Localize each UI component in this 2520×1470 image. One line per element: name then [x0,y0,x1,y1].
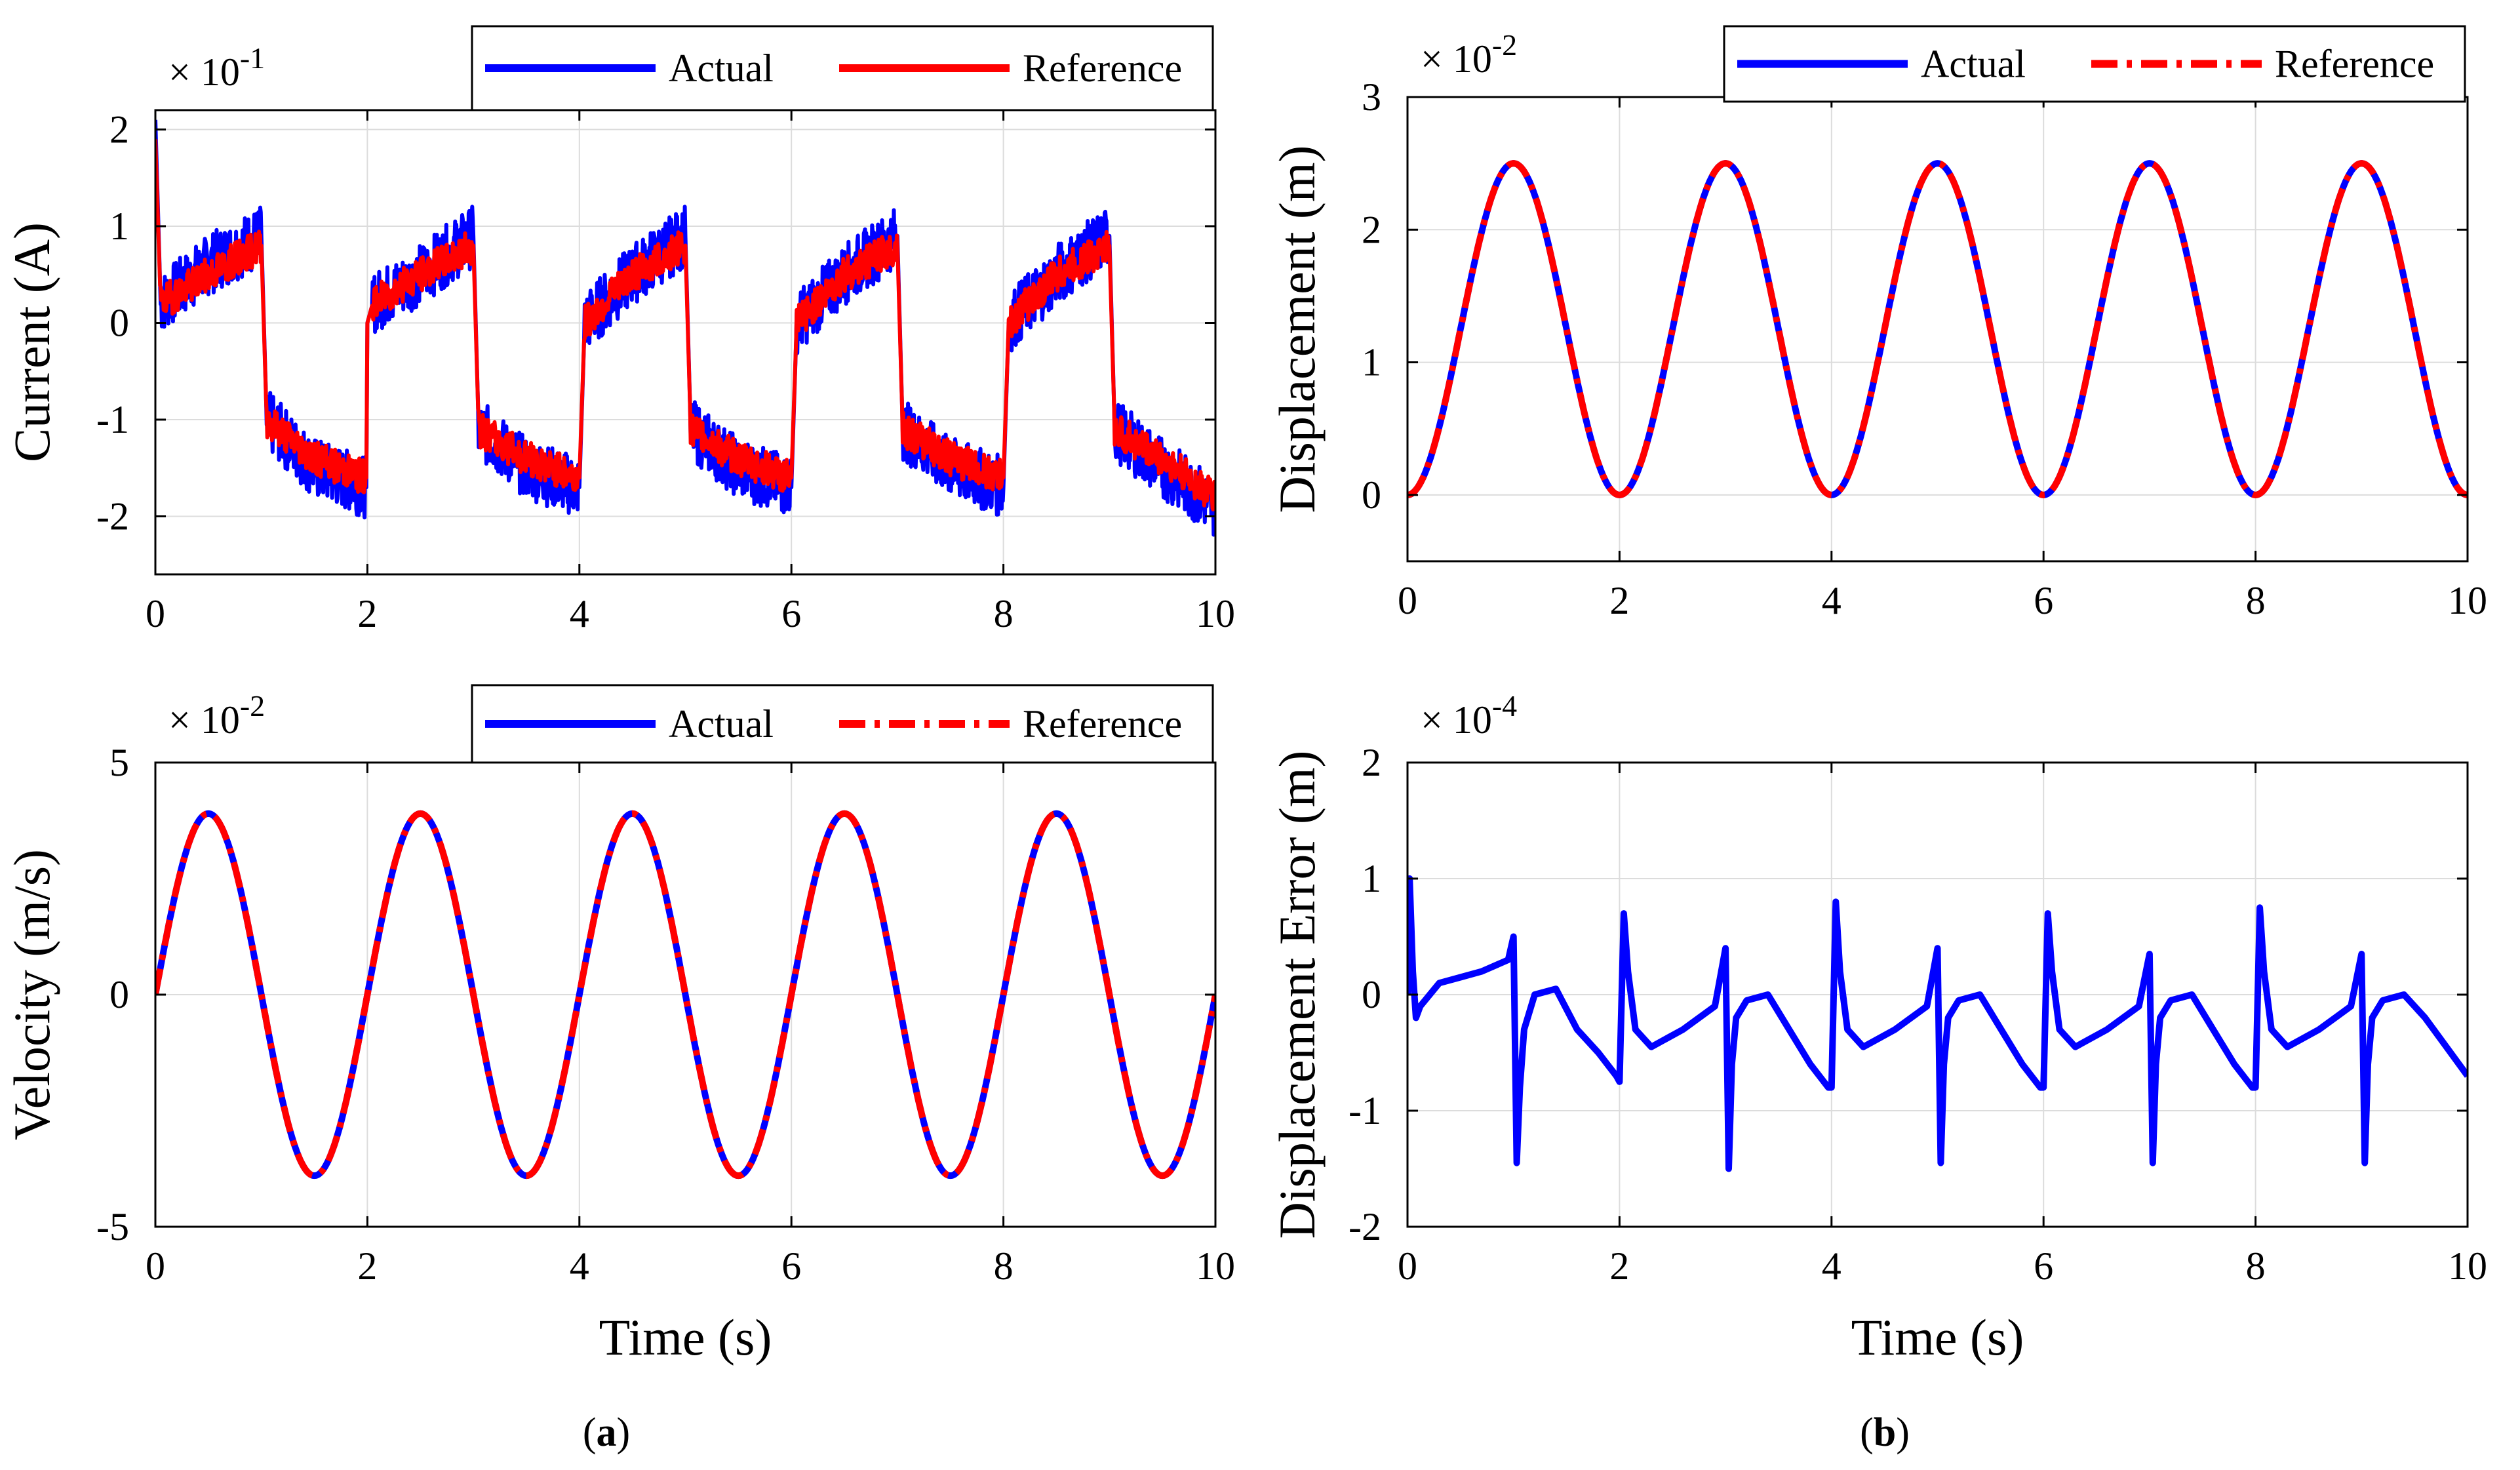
y-tick-label: 3 [1362,75,1381,119]
x-tick-label: 10 [1196,1244,1235,1288]
y-tick-label: -2 [96,495,129,538]
y-tick-label: 0 [109,973,129,1016]
series-line-reference [155,810,1215,1180]
displacement-panel: 0 2 4 6 8 10 0 1 2 3 × 10-2 Displacement (m) Actual R… [1269,25,2487,622]
x-tick-label: 2 [1609,579,1629,622]
y-tick-label: 2 [109,108,129,151]
x-tick-label: 10 [2448,579,2487,622]
x-tick-label: 8 [2246,1244,2266,1288]
series-group [1408,160,2468,498]
y-tick-label: 2 [1362,741,1381,784]
series-group [1408,875,2468,1172]
x-tick-label: 10 [1196,592,1235,635]
x-tick-label: 0 [146,592,165,635]
legend-label-actual: Actual [669,702,774,745]
legend-label-actual: Actual [669,47,774,90]
y-axis-label: Current (A) [3,222,60,462]
plot-area [155,110,1215,574]
x-tick-label: 6 [781,1244,801,1288]
x-tick-label: 4 [1822,579,1841,622]
x-tick-label: 6 [2034,1244,2053,1288]
axis-multiplier-exponent: -2 [1492,28,1517,62]
y-tick-label: 2 [1362,208,1381,251]
axis-multiplier-exponent: -4 [1492,689,1517,723]
axis-multiplier: × 10-1 [168,41,265,94]
axis-multiplier: × 10-2 [168,689,265,742]
series-group [155,119,1215,537]
y-tick-label: 1 [1362,857,1381,900]
axis-multiplier: × 10-4 [1421,689,1517,742]
legend: Actual Reference [471,25,1214,111]
legend-label-actual: Actual [1921,43,2026,86]
velocity-panel: 0 2 4 6 8 10 -5 0 5 × 10-2 Velocity (m/s) Time (s) A… [3,684,1235,1366]
x-tick-label: 4 [570,1244,589,1288]
y-tick-label: 0 [109,302,129,345]
legend: Actual Reference [471,684,1214,764]
x-tick-label: 6 [781,592,801,635]
y-tick-label: 0 [1362,973,1381,1016]
legend-label-reference: Reference [2275,43,2434,86]
x-tick-label: 8 [994,592,1014,635]
caption-b-letter: b [1874,1410,1896,1455]
series-line-reference [155,139,1215,511]
x-tick-label: 6 [2034,579,2053,622]
x-tick-label: 2 [357,1244,377,1288]
y-tick-label: -1 [96,398,129,441]
x-axis-label: Time (s) [599,1309,772,1366]
x-tick-label: 8 [2246,579,2266,622]
caption-a-letter: a [597,1410,617,1455]
axis-multiplier-exponent: -2 [240,689,265,723]
legend: Actual Reference [1723,25,2466,103]
displacement-error-panel: 0 2 4 6 8 10 -2 -1 0 1 2 × 10-4 Displacement Error (… [1269,689,2487,1366]
y-axis-label: Displacement (m) [1269,146,1326,513]
axis-multiplier-exponent: -1 [240,41,265,75]
y-axis-label: Displacement Error (m) [1269,750,1326,1239]
y-tick-label: -5 [96,1205,129,1248]
series-line-reference [1408,160,2468,498]
x-tick-label: 2 [1609,1244,1629,1288]
current-panel: 0 2 4 6 8 10 -2 -1 0 1 2 × 10-1 Current (A) Actual Ref… [3,25,1235,635]
x-tick-label: 4 [1822,1244,1841,1288]
x-tick-label: 2 [357,592,377,635]
legend-label-reference: Reference [1023,702,1182,745]
series-line-error [1408,875,2468,1172]
x-axis-label: Time (s) [1851,1309,2024,1366]
x-tick-label: 8 [994,1244,1014,1288]
series-line-actual [155,119,1215,537]
y-tick-label: -1 [1349,1089,1381,1132]
x-tick-label: 0 [1398,579,1417,622]
y-tick-label: 5 [109,741,129,784]
y-tick-label: 1 [109,205,129,248]
x-tick-label: 0 [1398,1244,1417,1288]
plot-area [1408,97,2468,561]
axis-multiplier: × 10-2 [1421,28,1517,81]
x-tick-label: 0 [146,1244,165,1288]
y-axis-label: Velocity (m/s) [3,849,60,1140]
x-tick-label: 10 [2448,1244,2487,1288]
y-tick-label: 1 [1362,341,1381,384]
caption-a: (a) [583,1410,630,1455]
series-group [155,810,1215,1180]
caption-b: (b) [1860,1410,1910,1455]
y-tick-label: 0 [1362,473,1381,517]
y-tick-label: -2 [1349,1205,1381,1248]
legend-label-reference: Reference [1023,47,1182,90]
x-tick-label: 4 [570,592,589,635]
